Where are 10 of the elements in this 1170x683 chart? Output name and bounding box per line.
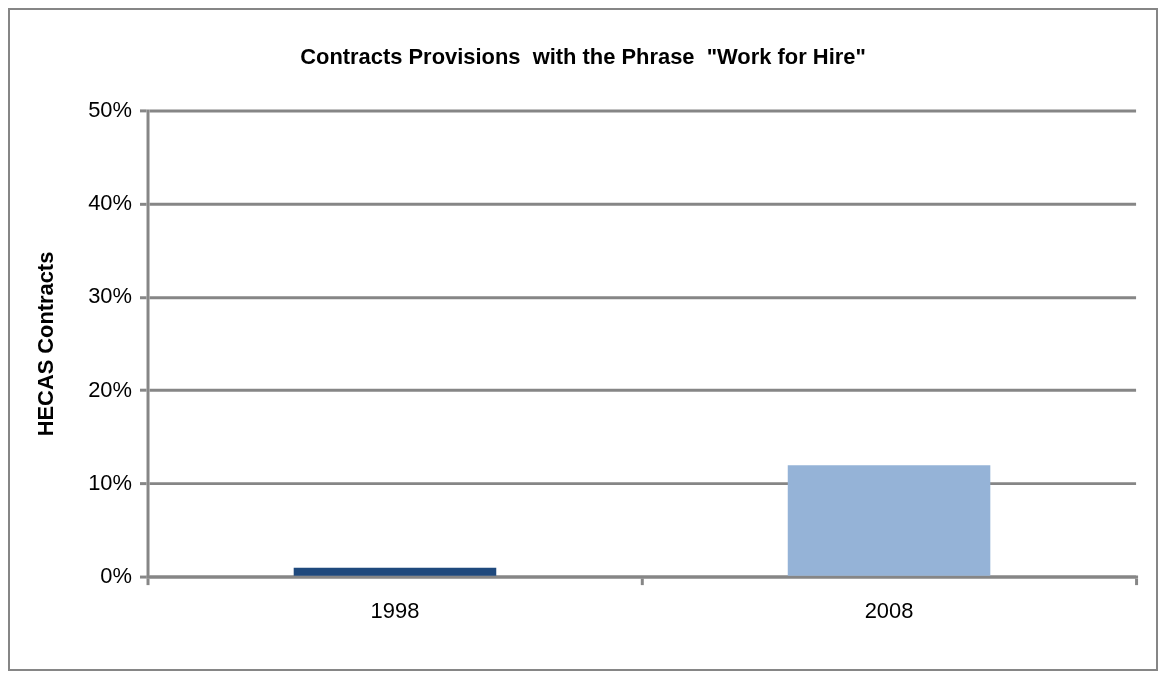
y-tick-label: 50% — [88, 96, 133, 122]
y-tick-label: 30% — [88, 283, 133, 309]
y-tick-label: 20% — [88, 376, 133, 402]
y-axis-title: HECAS Contracts — [33, 251, 59, 437]
y-tick-label: 40% — [88, 190, 133, 216]
y-tick-label: 0% — [100, 563, 133, 589]
x-tick-label: 2008 — [864, 598, 914, 624]
x-tick-label: 1998 — [370, 598, 420, 624]
chart-title: Contracts Provisions with the Phrase "Work for Hire" — [300, 43, 866, 69]
y-tick-label: 10% — [88, 469, 133, 495]
